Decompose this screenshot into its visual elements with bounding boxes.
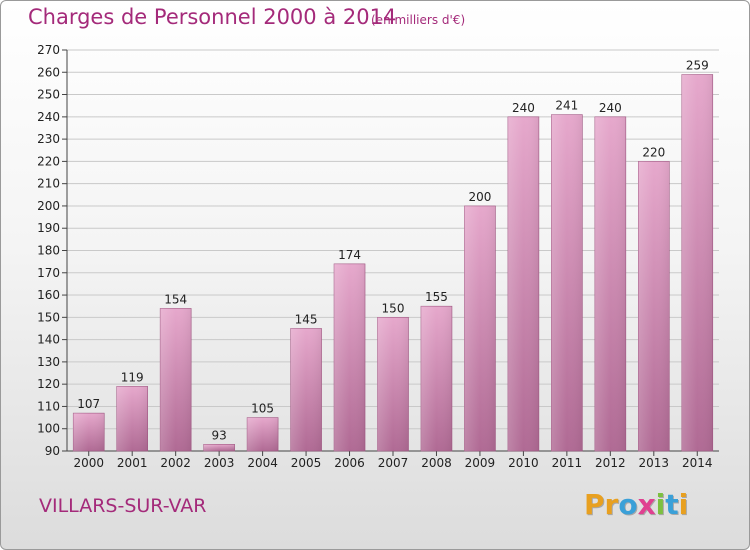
chart-title: Charges de Personnel 2000 à 2014 — [28, 5, 397, 29]
bar-value-label: 240 — [512, 101, 535, 115]
bar-value-label: 119 — [121, 370, 144, 384]
bar-value-label: 259 — [686, 59, 709, 73]
logo-letter: i — [678, 488, 689, 521]
y-tick-label: 150 — [37, 310, 60, 324]
bar-value-label: 150 — [382, 301, 405, 315]
bar-shine — [681, 74, 713, 451]
bar-shine — [377, 317, 409, 451]
x-tick-label: 2012 — [595, 456, 626, 470]
x-tick-label: 2004 — [247, 456, 278, 470]
bar-shine — [551, 114, 583, 451]
bar-value-label: 241 — [555, 99, 578, 113]
x-tick-label: 2009 — [465, 456, 496, 470]
bar-value-label: 200 — [468, 190, 491, 204]
y-tick-label: 110 — [37, 399, 60, 413]
y-tick-label: 230 — [37, 132, 60, 146]
y-tick-label: 210 — [37, 177, 60, 191]
bar-shine — [420, 306, 452, 451]
bar-value-label: 174 — [338, 248, 361, 262]
bar-value-label: 107 — [77, 397, 100, 411]
logo-letter: o — [618, 488, 638, 521]
bar-shine — [203, 444, 235, 451]
x-tick-label: 2002 — [160, 456, 191, 470]
logo-letter: P — [584, 488, 605, 521]
x-tick-label: 2006 — [334, 456, 365, 470]
x-tick-label: 2003 — [204, 456, 235, 470]
axes: 90 100 110 120 130 140 150 160 170 180 190 200 210 22… — [37, 43, 719, 470]
x-tick-label: 2008 — [421, 456, 452, 470]
bar-shine — [73, 413, 105, 451]
y-tick-label: 220 — [37, 154, 60, 168]
y-tick-label: 130 — [37, 355, 60, 369]
logo-letter: x — [637, 488, 656, 521]
y-tick-label: 240 — [37, 110, 60, 124]
y-tick-label: 260 — [37, 65, 60, 79]
x-tick-label: 2010 — [508, 456, 539, 470]
x-tick-label: 2001 — [117, 456, 148, 470]
x-tick-label: 2000 — [73, 456, 104, 470]
y-tick-label: 120 — [37, 377, 60, 391]
x-tick-label: 2014 — [682, 456, 713, 470]
bar-value-label: 220 — [642, 145, 665, 159]
y-tick-label: 160 — [37, 288, 60, 302]
y-tick-label: 140 — [37, 333, 60, 347]
bar-shine — [290, 328, 322, 451]
bar-shine — [464, 205, 496, 451]
bars — [72, 74, 714, 452]
bar-value-label: 105 — [251, 402, 274, 416]
x-tick-label: 2005 — [291, 456, 322, 470]
value-labels: 107 119 154 93 105 145 174 150 155 200 240 241 240 22… — [77, 59, 708, 443]
bar-shine — [638, 161, 670, 451]
y-tick-label: 270 — [37, 43, 60, 57]
bar-shine — [334, 263, 366, 451]
y-tick-label: 200 — [37, 199, 60, 213]
bar-shine — [247, 417, 279, 451]
y-tick-label: 90 — [45, 444, 60, 458]
logo-letter: r — [604, 488, 619, 521]
bar-shine — [507, 116, 539, 451]
logo-letter: i — [655, 488, 666, 521]
proxiti-logo[interactable]: Proxiti — [584, 488, 688, 521]
bar-value-label: 240 — [599, 101, 622, 115]
bar-value-label: 145 — [295, 312, 318, 326]
y-tick-label: 170 — [37, 266, 60, 280]
x-tick-label: 2011 — [552, 456, 583, 470]
chart-unit: (en milliers d'€) — [371, 13, 466, 27]
y-tick-label: 180 — [37, 244, 60, 258]
bar-value-label: 154 — [164, 292, 187, 306]
y-tick-label: 250 — [37, 88, 60, 102]
bar-shine — [160, 308, 192, 451]
y-tick-label: 100 — [37, 422, 60, 436]
x-tick-label: 2013 — [639, 456, 670, 470]
y-tick-label: 190 — [37, 221, 60, 235]
bar-shine — [594, 116, 626, 451]
bar-value-label: 155 — [425, 290, 448, 304]
logo-letter: t — [665, 488, 679, 521]
commune-name: VILLARS-SUR-VAR — [39, 495, 207, 517]
x-tick-label: 2007 — [378, 456, 409, 470]
bar-value-label: 93 — [211, 428, 226, 442]
bar-shine — [116, 386, 148, 451]
